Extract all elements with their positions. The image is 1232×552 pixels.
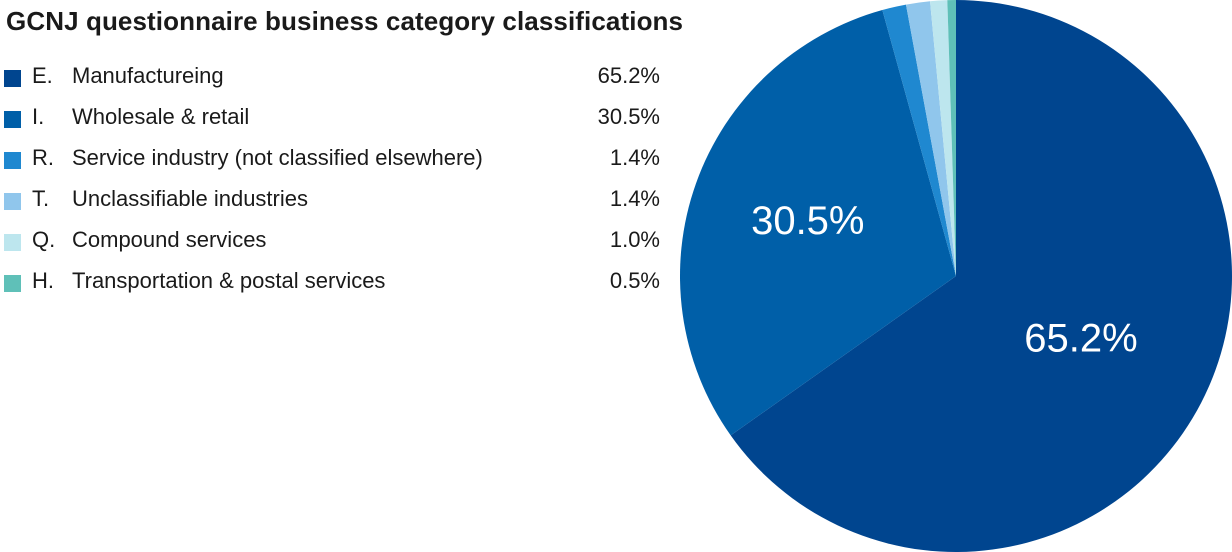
legend-swatch [4,70,21,87]
pie-data-label: 30.5% [751,199,864,243]
legend-percent: 1.4% [609,186,660,211]
legend-swatch [4,275,21,292]
legend-percent: 65.2% [597,63,660,88]
legend-item: H. Transportation & postal services 0.5% [4,265,664,306]
legend-code: Q. [32,227,56,252]
legend-item: Q. Compound services 1.0% [4,224,664,265]
pie-slice [679,10,956,436]
pie-slice [882,4,956,276]
legend-label: Transportation & postal services [72,268,386,293]
pie-slice [730,0,1232,552]
legend-swatch [4,234,21,251]
legend-code: I. [32,104,45,129]
chart-title: GCNJ questionnaire business category cla… [6,6,684,36]
legend-code: R. [32,145,54,170]
pie-slice [930,0,956,276]
legend-label: Wholesale & retail [72,104,250,129]
legend-percent: 30.5% [597,104,660,129]
legend-percent: 1.4% [609,145,660,170]
legend-label: Unclassifiable industries [72,186,308,211]
legend-item: E. Manufactureing 65.2% [4,60,664,101]
legend-code: E. [32,63,53,88]
pie-data-label: 65.2% [1024,316,1137,360]
legend-swatch [4,152,21,169]
pie-slice [905,1,956,276]
legend-percent: 0.5% [609,268,660,293]
legend-swatch [4,111,21,128]
legend-label: Service industry (not classified elsewhe… [72,145,483,170]
legend-item: T. Unclassifiable industries 1.4% [4,183,664,224]
legend-label: Manufactureing [72,63,224,88]
legend: E. Manufactureing 65.2% I. Wholesale & r… [4,60,664,306]
legend-percent: 1.0% [609,227,660,252]
legend-code: T. [32,186,50,211]
legend-item: R. Service industry (not classified else… [4,142,664,183]
legend-label: Compound services [72,227,267,252]
legend-code: H. [32,268,54,293]
legend-item: I. Wholesale & retail 30.5% [4,101,664,142]
legend-swatch [4,193,21,210]
pie-slice [947,0,956,276]
